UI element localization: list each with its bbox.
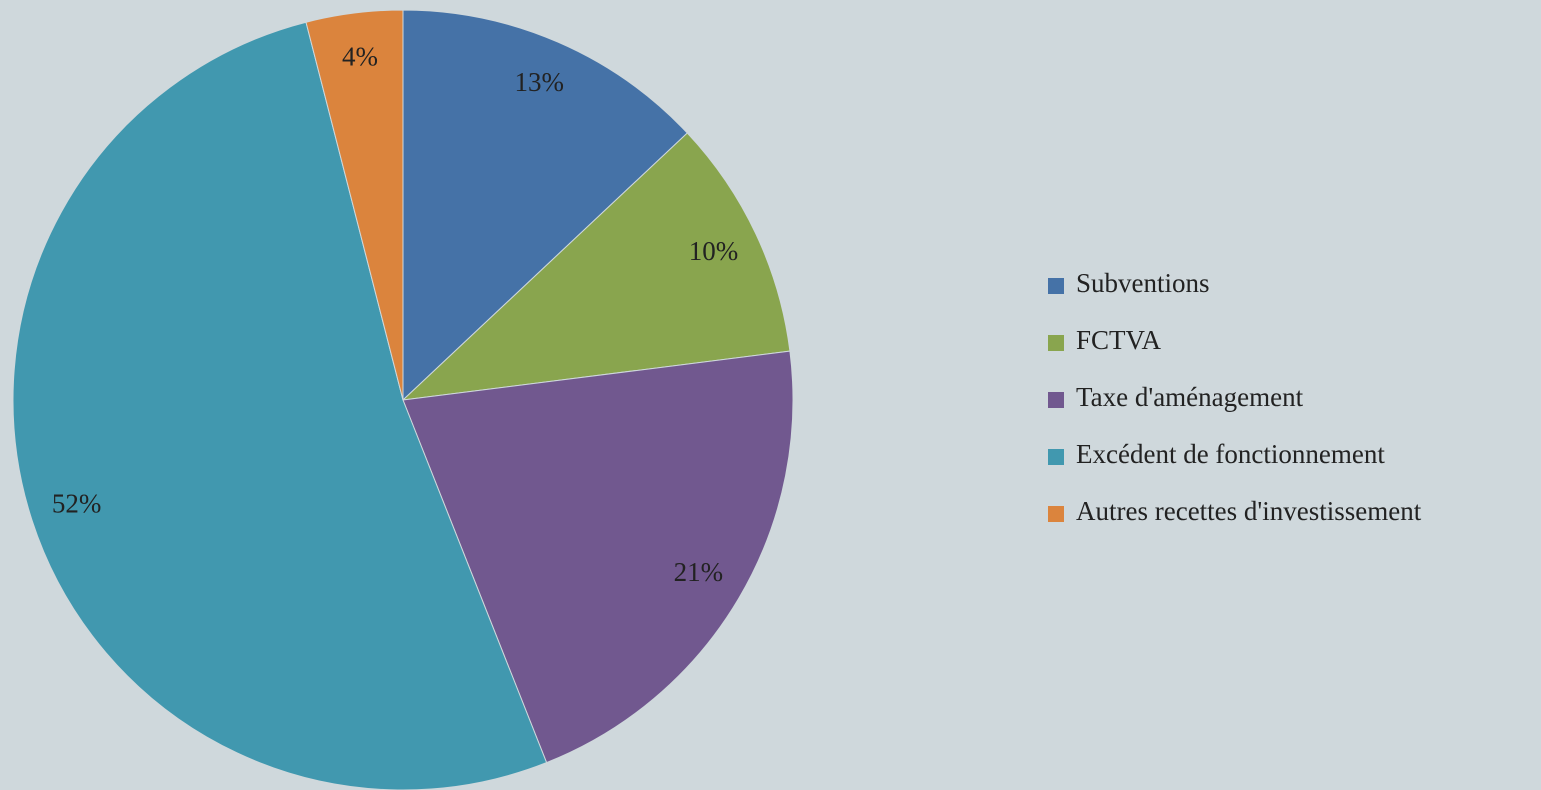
legend-label: Subventions xyxy=(1076,268,1210,298)
data-label: 21% xyxy=(674,557,724,587)
legend-swatch xyxy=(1048,278,1064,294)
legend-swatch xyxy=(1048,506,1064,522)
pie-slice xyxy=(305,9,404,401)
legend-label: FCTVA xyxy=(1076,325,1162,355)
pie-slice xyxy=(12,21,548,790)
legend-swatch xyxy=(1048,335,1064,351)
legend-label: Taxe d'aménagement xyxy=(1076,382,1304,412)
pie-slice xyxy=(402,9,689,402)
pie-slice xyxy=(401,132,791,401)
data-label: 13% xyxy=(515,67,565,97)
data-label: 4% xyxy=(342,42,378,72)
pie-slice xyxy=(402,350,794,764)
legend-swatch xyxy=(1048,449,1064,465)
data-label: 10% xyxy=(689,236,739,266)
legend-swatch xyxy=(1048,392,1064,408)
legend-label: Autres recettes d'investissement xyxy=(1076,496,1422,526)
data-label: 52% xyxy=(52,488,102,518)
legend-label: Excédent de fonctionnement xyxy=(1076,439,1385,469)
